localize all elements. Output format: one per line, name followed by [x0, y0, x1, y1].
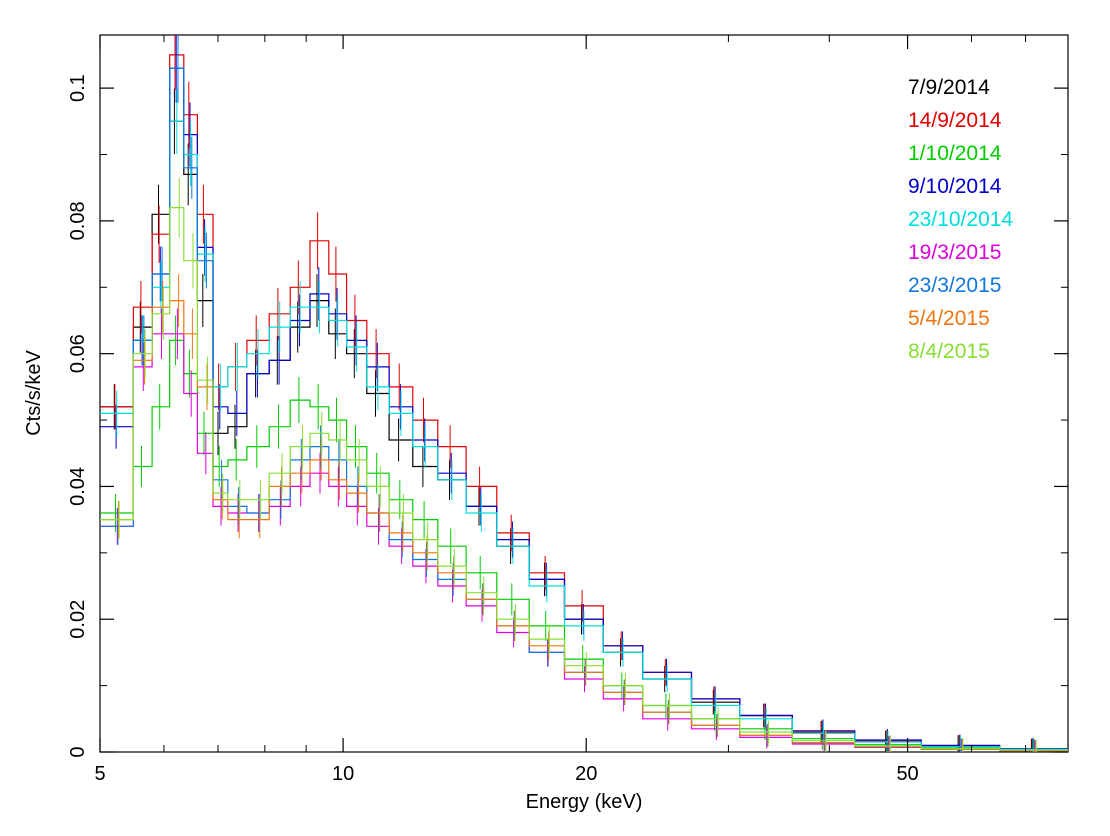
- legend-entry: 23/3/2015: [908, 274, 1001, 297]
- legend-entry: 9/10/2014: [908, 175, 1002, 198]
- y-axis-label: Cts/s/keV: [23, 350, 45, 436]
- y-tick-label: 0.1: [67, 74, 89, 102]
- x-tick-label: 10: [332, 763, 354, 785]
- series-layer: [100, 35, 1068, 752]
- legend-entry: 19/3/2015: [908, 241, 1001, 264]
- y-tick-label: 0.06: [67, 334, 89, 373]
- y-tick-label: 0: [67, 746, 89, 757]
- legend-entry: 14/9/2014: [908, 109, 1002, 132]
- legend: 7/9/2014 14/9/2014 1/10/2014 9/10/2014 23/10…: [908, 76, 1013, 363]
- series-line: [100, 67, 1068, 752]
- series-line: [100, 67, 1068, 750]
- series-line: [100, 207, 1068, 751]
- legend-entry: 7/9/2014: [908, 76, 990, 99]
- series-5: [100, 88, 1068, 752]
- x-axis-label: Energy (keV): [526, 791, 643, 813]
- y-tick-label: 0.08: [67, 201, 89, 240]
- y-tick-label: 0.04: [67, 467, 89, 506]
- plot-frame: [99, 34, 1069, 753]
- x-tick-label: 20: [575, 763, 597, 785]
- legend-entry: 1/10/2014: [908, 142, 1002, 165]
- legend-entry: 8/4/2015: [908, 340, 990, 363]
- x-tick-label: 5: [94, 763, 105, 785]
- x-tick-label: 50: [896, 763, 918, 785]
- axes-layer: 0 0.02 0.04 0.06 0.08 0.1 5 10 20 50: [67, 35, 1068, 785]
- legend-entry: 5/4/2015: [908, 307, 990, 330]
- series-9: [100, 177, 1068, 752]
- legend-entry: 23/10/2014: [908, 208, 1013, 231]
- y-tick-label: 0.02: [67, 600, 89, 639]
- series-6: [100, 308, 1068, 752]
